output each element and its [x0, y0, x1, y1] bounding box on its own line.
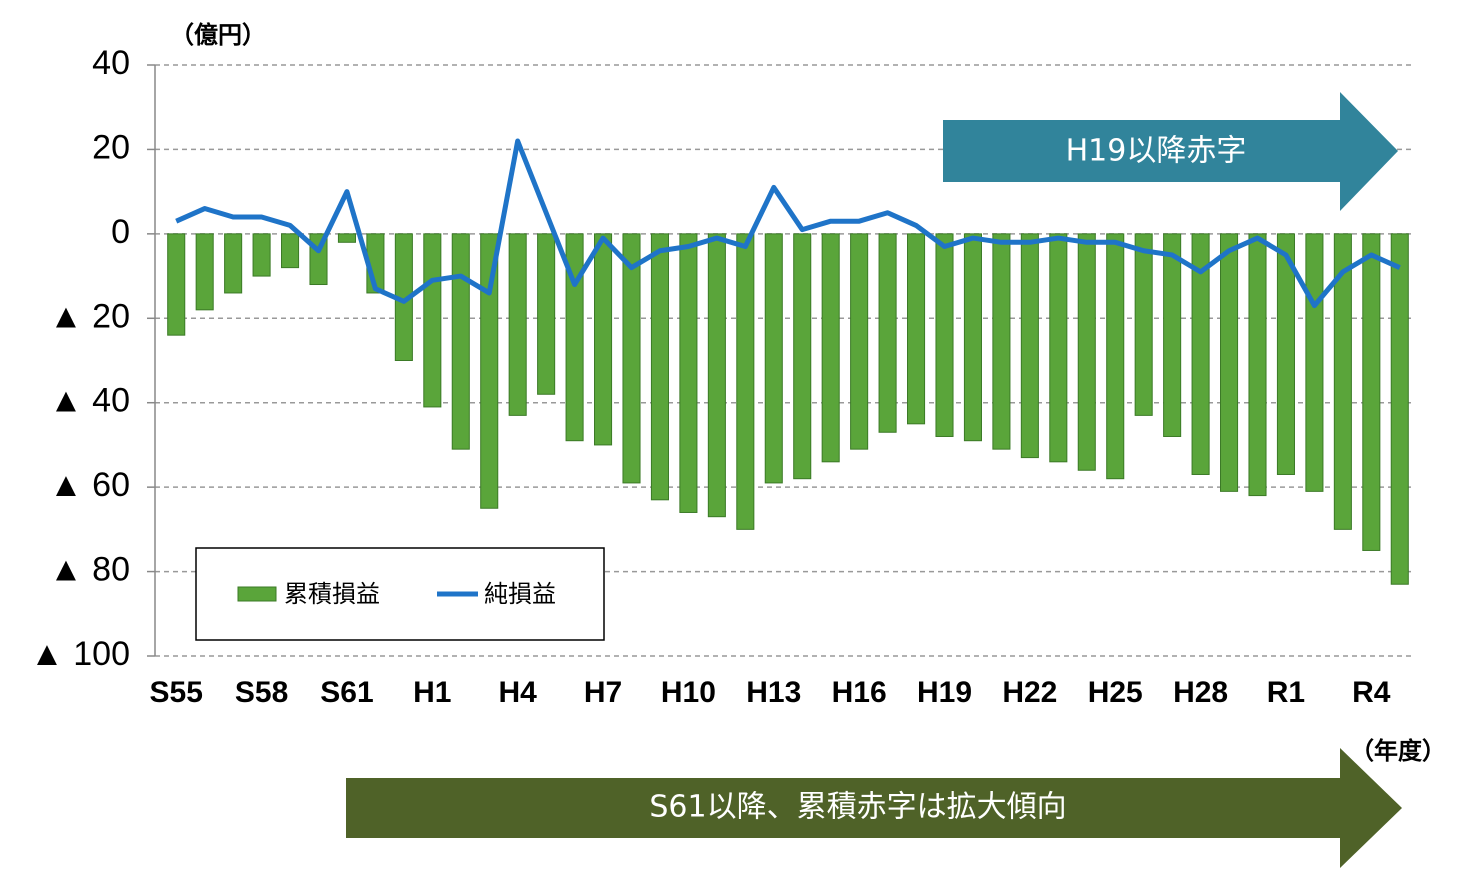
bar [907, 233, 926, 425]
bar [508, 233, 527, 416]
x-tick-label: S58 [235, 676, 288, 709]
bar [1163, 233, 1182, 437]
bar [793, 233, 812, 480]
y-tick-label: ▲ 20 [49, 297, 130, 335]
y-tick-label: 20 [92, 128, 130, 166]
bar [451, 233, 470, 450]
x-tick-label: H10 [661, 676, 716, 709]
x-tick-label: H28 [1173, 676, 1228, 709]
y-tick-label: 40 [92, 44, 130, 82]
x-tick-label: H4 [499, 676, 538, 709]
x-tick-label: R1 [1267, 676, 1305, 709]
x-tick-label: H16 [832, 676, 887, 709]
bar [1276, 233, 1295, 475]
bar [736, 233, 755, 530]
bar [1220, 233, 1239, 492]
plot-area: 40 20 0 ▲ 20 ▲ 40 ▲ 60 ▲ 80 ▲ 100 S55 S58 S61 H1 H4 H… [30, 44, 1414, 709]
bar [480, 233, 499, 509]
bar [1333, 233, 1352, 530]
x-tick-label: H7 [584, 676, 622, 709]
line [175, 138, 1401, 309]
bar [1362, 233, 1381, 551]
x-tick-label: R4 [1352, 676, 1391, 709]
bar [167, 233, 186, 336]
legend: 累積損益 純損益 [195, 547, 605, 641]
bar [537, 233, 556, 395]
bar [1106, 233, 1125, 480]
x-tick-label: S55 [150, 676, 203, 709]
y-tick-label: ▲ 80 [49, 551, 130, 589]
bar [565, 233, 584, 442]
annotation: S61以降、累積赤字は拡大傾向 [649, 790, 1066, 825]
bar [707, 233, 726, 518]
bar [1020, 233, 1039, 459]
bar [281, 233, 300, 269]
bar [252, 233, 271, 277]
y-tick-label: ▲ 100 [30, 635, 130, 673]
legend-swatch [237, 586, 277, 602]
bar [850, 233, 869, 450]
bar [764, 233, 783, 484]
bar [1191, 233, 1210, 475]
bar [337, 233, 356, 243]
y-tick-label: ▲ 40 [49, 382, 130, 420]
bar [878, 233, 897, 433]
bar [195, 233, 214, 311]
x-unit: （年度） [1350, 737, 1446, 765]
bar [1248, 233, 1267, 497]
x-tick-label: H19 [917, 676, 972, 709]
annotation: H19以降赤字 [1066, 134, 1247, 169]
bar [1305, 233, 1324, 492]
bar [224, 233, 243, 294]
bar [821, 233, 840, 463]
bar [679, 233, 698, 513]
bar [650, 233, 669, 501]
bar [935, 233, 954, 437]
x-tick-label: S61 [320, 676, 373, 709]
x-tick-label: H25 [1088, 676, 1143, 709]
bar [622, 233, 641, 484]
bar [594, 233, 613, 446]
y-tick-label: ▲ 60 [49, 466, 130, 504]
bar [963, 233, 982, 442]
x-tick-label: H13 [746, 676, 801, 709]
arrow [943, 92, 1398, 211]
bar [423, 233, 442, 408]
legend-label: 累積損益 [284, 580, 380, 608]
arrow [346, 748, 1402, 868]
legend-label: 純損益 [484, 580, 556, 608]
bar [992, 233, 1011, 450]
bar [1134, 233, 1153, 416]
y-unit: （億円） [170, 21, 266, 49]
x-tick-label: H22 [1002, 676, 1057, 709]
bar [1077, 233, 1096, 471]
y-tick-label: 0 [111, 213, 130, 251]
bar [1390, 233, 1409, 585]
x-tick-label: H1 [413, 676, 451, 709]
bar [1049, 233, 1068, 463]
